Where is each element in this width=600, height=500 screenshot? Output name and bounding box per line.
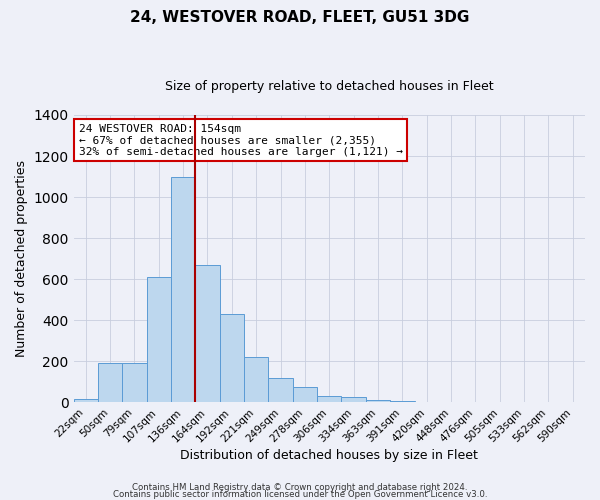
Bar: [317, 396, 341, 402]
Bar: [293, 387, 317, 402]
Text: 24, WESTOVER ROAD, FLEET, GU51 3DG: 24, WESTOVER ROAD, FLEET, GU51 3DG: [130, 10, 470, 25]
Bar: [171, 176, 196, 402]
Title: Size of property relative to detached houses in Fleet: Size of property relative to detached ho…: [165, 80, 494, 93]
X-axis label: Distribution of detached houses by size in Fleet: Distribution of detached houses by size …: [181, 450, 478, 462]
Bar: [366, 400, 390, 402]
Bar: [196, 265, 220, 402]
Bar: [122, 363, 146, 402]
Bar: [98, 363, 122, 402]
Text: Contains HM Land Registry data © Crown copyright and database right 2024.: Contains HM Land Registry data © Crown c…: [132, 484, 468, 492]
Bar: [74, 399, 98, 402]
Bar: [220, 314, 244, 402]
Text: Contains public sector information licensed under the Open Government Licence v3: Contains public sector information licen…: [113, 490, 487, 499]
Bar: [268, 378, 293, 402]
Bar: [146, 277, 171, 402]
Y-axis label: Number of detached properties: Number of detached properties: [15, 160, 28, 357]
Bar: [341, 397, 366, 402]
Bar: [390, 401, 415, 402]
Text: 24 WESTOVER ROAD: 154sqm
← 67% of detached houses are smaller (2,355)
32% of sem: 24 WESTOVER ROAD: 154sqm ← 67% of detach…: [79, 124, 403, 157]
Bar: [244, 357, 268, 402]
